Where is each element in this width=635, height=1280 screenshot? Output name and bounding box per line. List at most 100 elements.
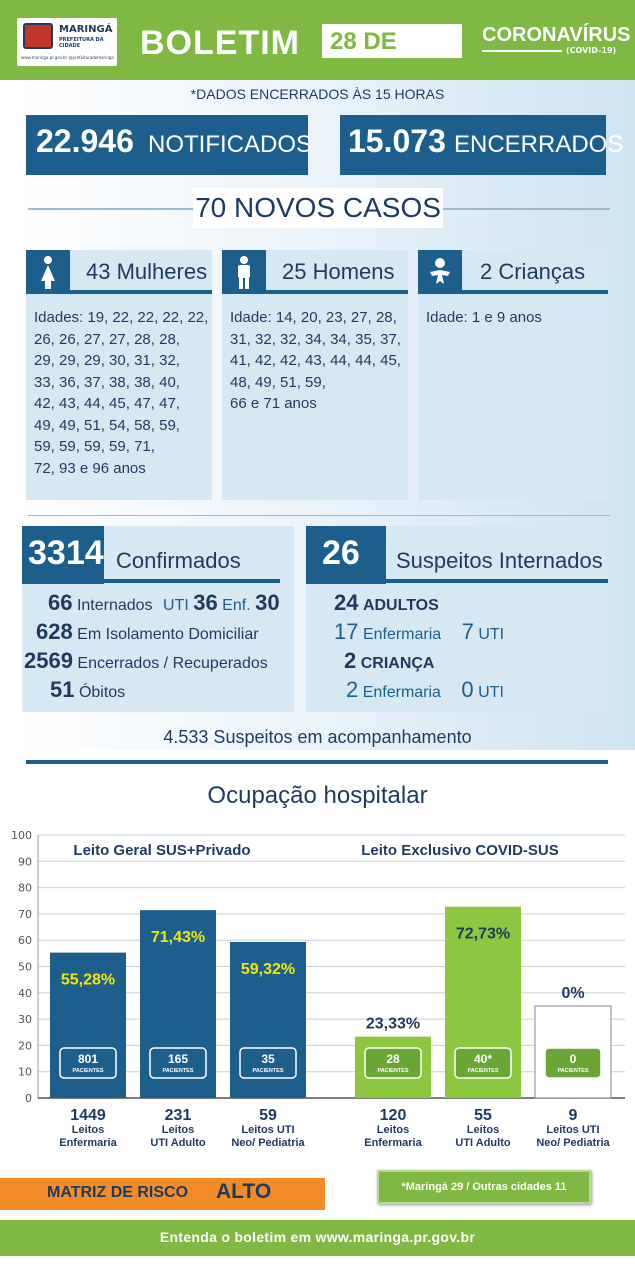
adultos-row: 24 ADULTOS: [334, 590, 439, 616]
y-tick-label: 70: [18, 908, 32, 921]
matriz-label: MATRIZ DE RISCO: [47, 1184, 189, 1201]
pacientes-label: PACIENTES: [377, 1068, 408, 1074]
age-line: 41, 42, 42, 43, 44, 44, 45,: [230, 352, 401, 369]
logo-url: www.maringa.pr.gov.br @prefeiturademarin…: [21, 55, 114, 60]
category-label: Leitos: [467, 1124, 499, 1136]
pacientes-count: 28: [386, 1052, 400, 1066]
crianca-enf-label: Enfermaria: [362, 684, 441, 701]
homens-ages: Idade: 14, 20, 23, 27, 28, 31, 32, 32, 3…: [230, 307, 401, 415]
adultos-number: 24: [334, 590, 359, 615]
section-divider: [26, 760, 608, 764]
uti-number: 36: [193, 590, 218, 615]
crianca-uti-number: 0: [461, 677, 474, 702]
isolamento-row: 628 Em Isolamento Domiciliar: [36, 619, 259, 645]
crianca-label: CRIANÇA: [360, 655, 435, 672]
data-cutoff-note: *DADOS ENCERRADOS ÀS 15 HORAS: [190, 86, 445, 102]
suspeitos-card: 26 Suspeitos Internados 24 ADULTOS 17 En…: [306, 526, 608, 712]
pacientes-label: PACIENTES: [557, 1068, 588, 1074]
internados-label: Internados: [76, 597, 153, 614]
pacientes-label: PACIENTES: [162, 1068, 193, 1074]
logo-title: MARINGÁ: [59, 24, 113, 35]
section-separator: [28, 515, 610, 516]
y-tick-label: 90: [18, 855, 32, 868]
leitos-count: 231: [165, 1107, 192, 1124]
pacientes-count: 165: [168, 1052, 188, 1066]
chart-group-title: Leito Exclusivo COVID-SUS: [361, 842, 559, 859]
baby-icon: [418, 250, 462, 294]
category-label: Leitos: [162, 1124, 194, 1136]
novos-casos-title: 70 NOVOS CASOS: [193, 188, 443, 228]
age-line: 29, 29, 29, 30, 31, 32,: [34, 352, 180, 369]
acompanhamento-text: 4.533 Suspeitos em acompanhamento: [163, 727, 472, 747]
y-tick-label: 50: [18, 961, 32, 974]
crianca-detail-row: 2 Enfermaria 0 UTI: [346, 677, 504, 703]
encerrados-label: ENCERRADOS: [454, 131, 624, 158]
covid-label: (COVID-19): [566, 46, 617, 55]
age-line: 31, 32, 32, 34, 34, 35, 37,: [230, 330, 401, 348]
category-label: Leitos UTI: [241, 1124, 294, 1136]
adultos-enf-label: Enfermaria: [362, 626, 442, 643]
crianca-enf-number: 2: [346, 677, 359, 702]
pacientes-badge: [59, 1047, 117, 1079]
y-tick-label: 100: [11, 829, 32, 842]
age-line: 66 e 71 anos: [230, 395, 317, 412]
confirmados-title: Confirmados: [116, 548, 241, 573]
page-title: BOLETIM: [140, 24, 300, 62]
leitos-count: 9: [569, 1107, 578, 1124]
y-tick-label: 10: [18, 1066, 32, 1079]
ocupacao-title: Ocupação hospitalar: [207, 782, 428, 809]
age-line: Idade: 14, 20, 23, 27, 28,: [230, 309, 397, 326]
age-line: 33, 36, 37, 38, 38, 40,: [34, 373, 180, 391]
category-label: Neo/ Pediatria: [536, 1137, 610, 1149]
age-line: 48, 49, 51, 59,: [230, 373, 326, 391]
recuperados-row: 2569 Encerrados / Recuperados: [24, 648, 268, 674]
category-label: Enfermaria: [59, 1137, 117, 1149]
category-label: Enfermaria: [364, 1137, 422, 1149]
leitos-count: 59: [259, 1107, 277, 1124]
mulheres-underline: [70, 290, 212, 294]
pacientes-badge: [239, 1047, 297, 1079]
bar-value-label: 59,32%: [241, 961, 295, 978]
bar-value-label: 71,43%: [151, 929, 205, 946]
adultos-label: ADULTOS: [362, 597, 439, 614]
obitos-number: 51: [50, 677, 75, 702]
confirmados-number: 3314: [22, 526, 104, 584]
crianca-uti-label: UTI: [478, 684, 504, 701]
chart-group-title: Leito Geral SUS+Privado: [73, 842, 250, 859]
city-crest-icon: [23, 23, 53, 49]
footer-bar: Entenda o boletim em www.maringa.pr.gov.…: [0, 1220, 635, 1256]
adultos-uti-label: UTI: [478, 626, 505, 643]
date-badge: 28 DE JULHO: [320, 22, 464, 83]
criancas-underline: [462, 290, 608, 294]
adultos-enf-number: 17: [334, 619, 359, 644]
age-line: 49, 49, 51, 54, 58, 59,: [34, 416, 180, 434]
y-tick-label: 40: [18, 987, 32, 1000]
matriz-risco-bar: MATRIZ DE RISCO ALTO: [0, 1178, 325, 1210]
criancas-ages: Idade: 1 e 9 anos: [426, 307, 542, 329]
age-line: 59, 59, 59, 59, 71,: [34, 438, 155, 455]
pacientes-label: PACIENTES: [467, 1068, 498, 1074]
homens-title: 25 Homens: [282, 259, 395, 284]
enf-label: Enf.: [222, 597, 251, 614]
notificados-box: 22.946 NOTIFICADOS: [26, 115, 312, 175]
pacientes-label: PACIENTES: [72, 1068, 103, 1074]
age-line: Idade: 1 e 9 anos: [426, 309, 542, 326]
recuperados-label: Encerrados / Recuperados: [77, 655, 268, 672]
category-label: Leitos UTI: [546, 1124, 599, 1136]
age-line: 42, 43, 44, 45, 47, 47,: [34, 395, 180, 412]
mulheres-card: 43 Mulheres Idades: 19, 22, 22, 22, 22, …: [26, 250, 212, 500]
coronavirus-label: CORONAVÍRUS: [482, 24, 631, 46]
bar-value-label: 72,73%: [456, 926, 510, 943]
adultos-uti-number: 7: [461, 619, 474, 644]
age-line: 72, 93 e 96 anos: [34, 459, 146, 477]
pacientes-label: PACIENTES: [252, 1068, 283, 1074]
pacientes-badge: [544, 1047, 602, 1079]
confirmados-card: 3314 Confirmados 66 Internados UTI 36 En…: [22, 526, 294, 712]
encerrados-box: 15.073 ENCERRADOS: [340, 115, 623, 175]
pacientes-count: 0: [570, 1052, 577, 1066]
category-label: Leitos: [377, 1124, 409, 1136]
obitos-row: 51 Óbitos: [50, 677, 125, 703]
bar-value-label: 23,33%: [366, 1016, 420, 1033]
age-line: 26, 26, 27, 27, 28, 28,: [34, 330, 180, 348]
